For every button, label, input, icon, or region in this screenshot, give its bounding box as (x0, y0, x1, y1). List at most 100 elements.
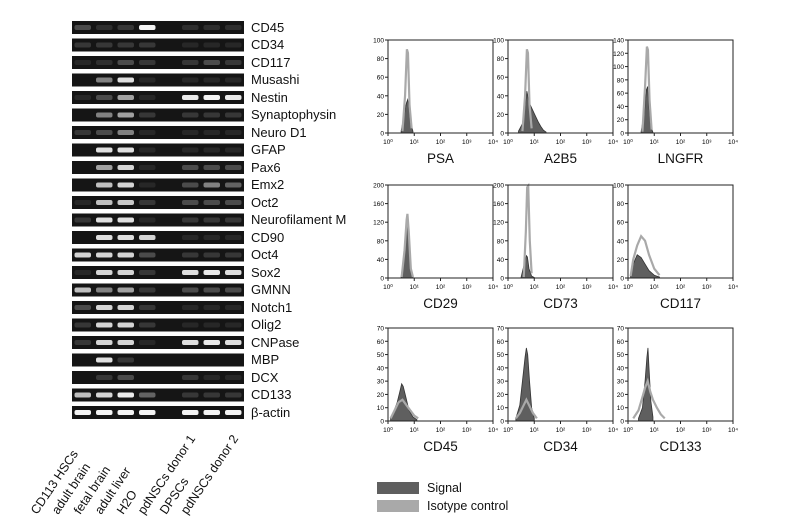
gene-label: Nestin (251, 89, 288, 105)
gel-band (182, 25, 199, 30)
histogram-title: CD133 (659, 439, 702, 454)
gel-band (139, 305, 156, 310)
gel-band (74, 42, 91, 48)
gene-label: CD45 (251, 19, 285, 35)
x-tick-label: 10¹ (530, 139, 540, 146)
y-tick-label: 160 (373, 201, 384, 208)
gel-band (74, 287, 91, 293)
x-tick-label: 10² (676, 427, 686, 434)
gel-band (96, 392, 113, 398)
x-tick-label: 10¹ (650, 284, 660, 291)
gel-strip (72, 371, 244, 384)
gel-band (225, 217, 242, 223)
gel-band (225, 60, 242, 65)
gel-band (96, 287, 113, 293)
gel-band (96, 270, 113, 275)
gel-band (182, 130, 199, 135)
y-tick-label: 120 (613, 51, 624, 58)
gel-strip (72, 283, 244, 297)
gel-band (96, 235, 113, 240)
histogram-a2b5: 0 20 40 60 80 100 10⁰ 10¹ 10² 10³ 10⁴ (493, 38, 618, 147)
gel-band (182, 60, 199, 65)
gel-band (117, 375, 134, 380)
gene-label: DCX (251, 369, 279, 385)
gel-band (117, 235, 134, 240)
gel-band (117, 322, 134, 328)
y-tick-label: 120 (493, 220, 504, 227)
x-tick-label: 10² (676, 139, 686, 146)
x-tick-label: 10⁰ (503, 138, 513, 146)
gel-band (203, 42, 220, 48)
y-tick-label: 100 (373, 38, 384, 45)
gel-band (74, 200, 91, 205)
gel-band (117, 270, 134, 275)
gel-band (74, 392, 91, 398)
y-tick-label: 80 (497, 56, 505, 63)
gel-band (203, 392, 220, 398)
x-tick-label: 10⁴ (488, 139, 498, 146)
y-tick-label: 0 (500, 276, 504, 283)
histogram-title: CD29 (423, 296, 458, 311)
gel-band (225, 392, 242, 398)
x-tick-label: 10² (556, 284, 566, 291)
y-tick-label: 100 (613, 64, 624, 71)
gel-band (74, 322, 91, 328)
gel-band (139, 252, 156, 258)
gel-band (139, 25, 156, 30)
gel-band (139, 392, 156, 398)
gel-band (182, 217, 199, 223)
gel-band (74, 305, 91, 310)
gel-band (182, 375, 199, 380)
gel-band (117, 287, 134, 293)
x-tick-label: 10⁴ (728, 139, 738, 146)
x-tick-label: 10³ (702, 427, 712, 434)
gel-band (225, 375, 242, 380)
x-tick-label: 10¹ (650, 139, 660, 146)
histogram-cd29: 0 40 80 120 160 200 10⁰ 10¹ 10² 10³ 10⁴ (373, 183, 498, 292)
gel-band (139, 235, 156, 240)
gel-band (117, 130, 134, 135)
y-tick-label: 80 (497, 238, 505, 245)
gene-label: Synaptophysin (251, 107, 337, 122)
legend-isotype: Isotype control (377, 499, 508, 513)
histogram-title: CD117 (659, 296, 702, 311)
gel-strip (72, 213, 244, 227)
gene-label: Neurofilament M (251, 212, 347, 227)
y-tick-label: 80 (377, 238, 385, 245)
x-tick-label: 10² (436, 139, 446, 146)
gel-band (96, 112, 113, 118)
histogram-cd117: 0 20 40 60 80 100 10⁰ 10¹ 10² 10³ 10⁴ (613, 183, 738, 292)
gel-band (225, 322, 242, 328)
gel-band (203, 287, 220, 293)
gene-label: Sox2 (251, 264, 281, 280)
isotype-curve (629, 234, 661, 277)
gel-band (203, 130, 220, 135)
gel-strip (72, 161, 244, 174)
y-tick-label: 0 (500, 419, 504, 426)
gel-band (203, 165, 220, 170)
gel-band (203, 112, 220, 118)
gel-band (182, 252, 199, 258)
gene-label: Neuro D1 (251, 124, 307, 140)
isotype-curve (632, 377, 666, 420)
gel-band (96, 130, 113, 135)
gel-band (117, 217, 134, 223)
gene-label: Olig2 (251, 317, 282, 332)
y-tick-label: 70 (377, 326, 385, 333)
gel-band (139, 340, 156, 345)
gel-band (117, 200, 134, 205)
gel-band (139, 322, 156, 328)
y-tick-label: 30 (617, 379, 625, 386)
gel-band (96, 305, 113, 310)
gel-band (182, 95, 199, 100)
gel-band (225, 130, 242, 135)
gel-band (96, 357, 113, 363)
gel-band (96, 165, 113, 170)
gel-band (182, 112, 199, 118)
gel-band (225, 147, 242, 153)
gel-band (203, 147, 220, 153)
gel-strip (72, 21, 244, 34)
y-tick-label: 40 (377, 93, 385, 100)
gel-band (225, 305, 242, 310)
gel-band (225, 200, 242, 205)
